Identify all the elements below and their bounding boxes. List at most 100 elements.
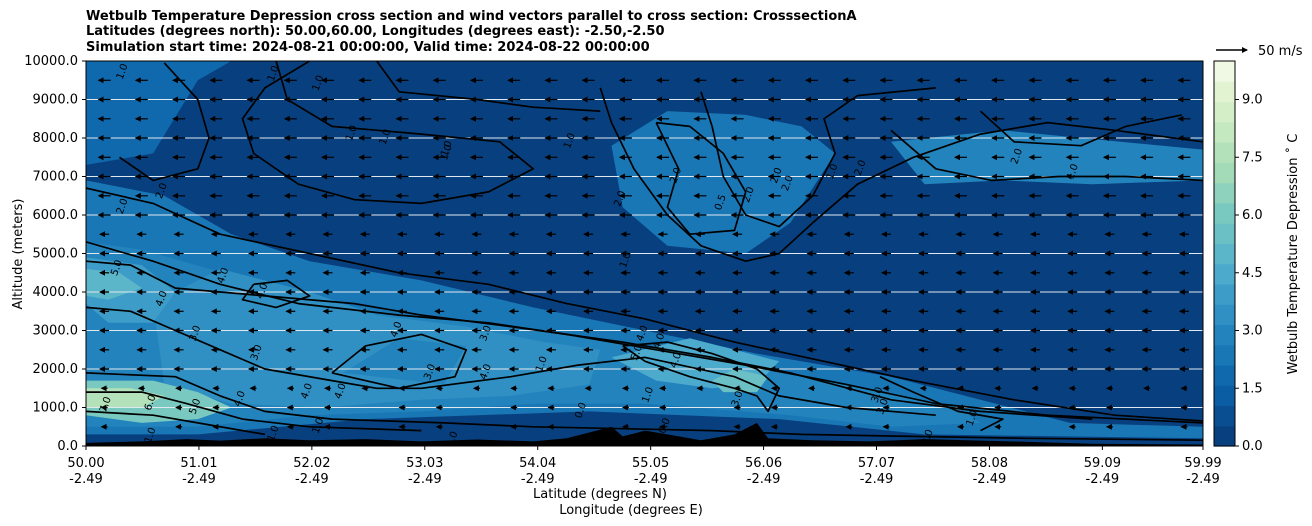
contour-label: 1.0 <box>115 62 131 81</box>
x-tick-label-lat: 54.04 <box>519 456 556 471</box>
colorbar-segment <box>1214 202 1235 224</box>
y-tick-label: 10000.0 <box>24 54 78 69</box>
colorbar-segment <box>1214 324 1235 346</box>
x-tick-label-lon: -2.49 <box>1186 472 1220 487</box>
contour-label: 0.0 <box>657 417 673 436</box>
contour-label: 4.0 <box>299 382 315 401</box>
colorbar-segment <box>1214 344 1235 366</box>
colorbar-segment <box>1214 121 1235 143</box>
colorbar-segment <box>1214 283 1235 305</box>
x-tick-label-lat: 50.00 <box>67 456 104 471</box>
contour-label: 0.5 <box>713 193 729 212</box>
contour-label: 4.0 <box>635 324 651 343</box>
field-region-0 <box>86 61 232 165</box>
colorbar-segment <box>1214 304 1235 326</box>
contour-label: 4.0 <box>668 351 684 370</box>
contour-label: 2.0 <box>780 174 796 193</box>
contour-line-3 <box>86 306 936 417</box>
colorbar-tick-label: 6.0 <box>1242 208 1263 223</box>
field-region-3 <box>891 130 1203 185</box>
plot-area: 1.0 1.01.01.0 1.01.02.02.05.04.04.04.03.03… <box>86 61 1203 449</box>
contour-label: 1.0 <box>311 74 327 93</box>
x-tick-label-lon: -2.49 <box>69 472 103 487</box>
contour-label: 7.0 <box>98 395 114 414</box>
contour-label: 5.0 <box>188 397 204 416</box>
colorbar-segment <box>1214 243 1235 265</box>
contour-label: 4.0 <box>389 320 405 339</box>
y-axis: 0.0 1000.0 2000.0 3000.0 4000.0 5000.0 6000.0 7… <box>24 54 86 454</box>
x-tick-label-lat: 59.09 <box>1084 456 1121 471</box>
contour-line-11 <box>700 87 936 228</box>
colorbar-segment <box>1214 223 1235 244</box>
contour-label: 4.0 <box>154 289 170 308</box>
y-tick-label: 9000.0 <box>33 93 79 108</box>
contour-label: 3.0 <box>870 386 886 405</box>
wind-key-label: 50 m/s <box>1258 44 1303 59</box>
contour-label: 1.0 <box>266 424 282 443</box>
x-tick-label-lon: -2.49 <box>747 472 781 487</box>
x-tick-label-lon: -2.49 <box>295 472 329 487</box>
contour-label: 1.0 <box>825 162 841 181</box>
x-tick-label-lat: 56.06 <box>745 456 782 471</box>
x-tick-label-lon: -2.49 <box>408 472 442 487</box>
contour-label: 3.0 <box>875 397 891 416</box>
x-tick-label-lat: 51.01 <box>180 456 217 471</box>
colorbar-segment <box>1214 101 1235 123</box>
contour-line-6 <box>86 410 266 436</box>
contour-label: 1.0 <box>562 132 578 151</box>
contour-line-4 <box>86 372 1203 442</box>
contour-label: 1.0 <box>344 124 360 143</box>
contour-label: 1.0 <box>445 430 461 449</box>
contour-label: 4.0 <box>232 390 248 409</box>
contour-label: 1.0 <box>266 64 282 83</box>
chart-title-line-3: Simulation start time: 2024-08-21 00:00:… <box>86 40 650 55</box>
contour-label: 2.0 <box>1009 147 1025 166</box>
depression-field <box>86 61 1203 439</box>
x-tick-label-lat: 58.08 <box>971 456 1008 471</box>
contour-line-13 <box>890 129 1203 182</box>
x-tick-label-lon: -2.49 <box>860 472 894 487</box>
contour-line-10 <box>599 87 1203 263</box>
contour-label: 1.0 <box>1065 162 1081 181</box>
contour-label: 4.0 <box>333 382 349 401</box>
contour-label: 1.0 <box>534 355 550 374</box>
colorbar-segment <box>1214 405 1235 427</box>
x-tick-label-lon: -2.49 <box>1086 472 1120 487</box>
x-axis-label-secondary: Longitude (degrees E) <box>559 503 703 518</box>
contour-label: 3.0 <box>478 324 494 343</box>
colorbar: 0.0 1.5 3.0 4.5 6.0 7.5 9.0 <box>1213 60 1263 454</box>
y-tick-label: 5000.0 <box>33 247 79 262</box>
contour-label: 2.0 <box>668 166 684 185</box>
field-region-5 <box>153 268 601 408</box>
y-tick-label: 0.0 <box>57 439 78 454</box>
y-tick-label: 1000.0 <box>33 401 79 416</box>
contour-label: 2.0 <box>920 428 936 447</box>
colorbar-segment <box>1214 162 1235 184</box>
contour-label: 4.0 <box>478 363 494 382</box>
contour-label: 4.0 <box>255 282 271 301</box>
colorbar-tick-label: 4.5 <box>1242 266 1263 281</box>
terrain <box>86 422 1203 446</box>
x-tick-label-lat: 52.02 <box>293 456 330 471</box>
contour-label: 1.0 <box>439 139 455 158</box>
contour-label: 1.0 <box>143 426 159 445</box>
contour-line-14 <box>979 110 1182 147</box>
contour-label: 1.0 <box>311 417 327 436</box>
colorbar-tick-label: 0.0 <box>1242 439 1263 454</box>
contour-label: 5.0 <box>109 259 125 278</box>
y-tick-label: 3000.0 <box>33 324 79 339</box>
x-tick-label-lon: -2.49 <box>521 472 555 487</box>
colorbar-segment <box>1214 364 1235 386</box>
contour-line-17 <box>879 375 1004 432</box>
contour-label: 1.0 <box>378 128 394 147</box>
x-tick-label-lon: -2.49 <box>634 472 668 487</box>
y-tick-label: 7000.0 <box>33 170 79 185</box>
contour-label: 2.0 <box>741 186 757 205</box>
x-tick-label-lat: 59.99 <box>1184 456 1221 471</box>
contour-line-2 <box>86 260 1093 420</box>
contour-line-0 <box>86 187 1203 422</box>
colorbar-segment <box>1214 61 1235 82</box>
contour-label: 0.0 <box>573 401 589 420</box>
contour-line-18 <box>241 279 311 309</box>
